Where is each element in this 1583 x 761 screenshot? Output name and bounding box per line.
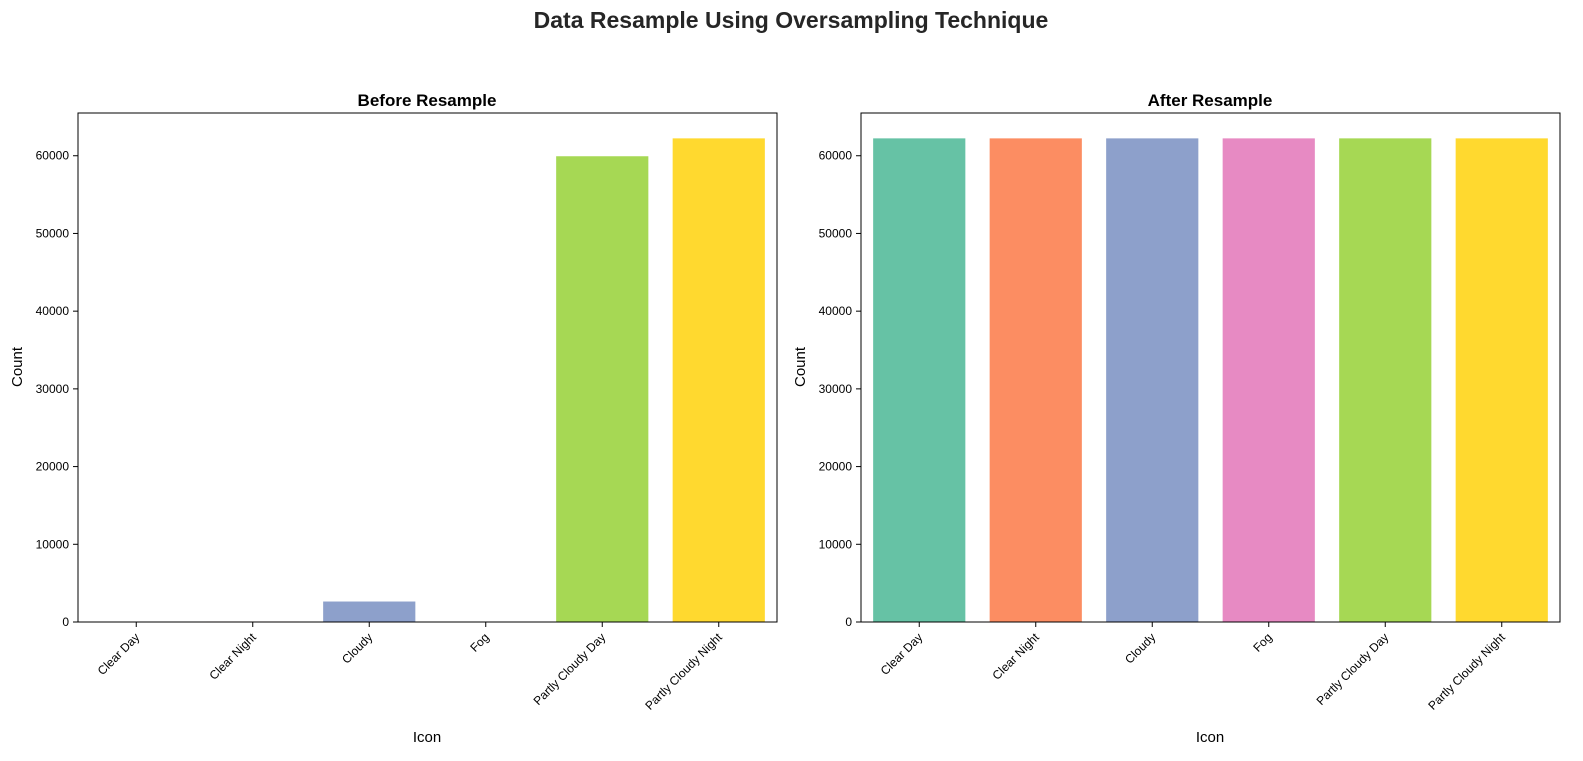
bar-group — [872, 137, 1549, 623]
y-tick-label: 50000 — [819, 226, 853, 240]
x-tick-label: Clear Night — [990, 630, 1043, 683]
x-tick-label: Partly Cloudy Day — [531, 630, 609, 708]
y-axis-label: Count — [9, 346, 26, 387]
y-tick-label: 50000 — [36, 226, 70, 240]
y-tick-label: 20000 — [36, 460, 70, 474]
y-ticks: 0 10000 20000 30000 40000 50000 60000 — [36, 149, 78, 629]
y-tick-label: 40000 — [819, 304, 853, 318]
panel-before-resample: Before Resample Icon Count 0 10000 20000 30… — [9, 91, 778, 746]
x-tick-label: Fog — [1250, 630, 1275, 655]
bar-cloudy — [1105, 137, 1200, 623]
bar-partly-cloudy-night — [671, 137, 766, 623]
x-tick-label: Cloudy — [1122, 630, 1158, 666]
x-tick-label: Partly Cloudy Night — [642, 630, 725, 713]
y-tick-label: 40000 — [36, 304, 70, 318]
bar-cloudy — [322, 600, 417, 623]
x-ticks: Clear Day Clear Night Cloudy Fog Partly Clou… — [878, 622, 1508, 713]
y-tick-label: 30000 — [819, 382, 853, 396]
x-tick-label: Clear Night — [207, 630, 260, 683]
y-tick-label: 0 — [845, 615, 852, 629]
panel-title: After Resample — [1148, 91, 1273, 110]
x-tick-label: Clear Day — [878, 630, 926, 678]
x-tick-label: Fog — [467, 630, 492, 655]
x-axis-label: Icon — [1196, 729, 1224, 746]
bar-clear-night — [988, 137, 1083, 623]
plot-frame — [77, 112, 778, 623]
x-tick-label: Cloudy — [339, 630, 375, 666]
y-axis-label: Count — [792, 346, 809, 387]
y-tick-label: 20000 — [819, 460, 853, 474]
x-ticks: Clear Day Clear Night Cloudy Fog Partly Clou… — [95, 622, 725, 713]
y-tick-label: 10000 — [819, 537, 853, 551]
bar-clear-day — [872, 137, 967, 623]
x-axis-label: Icon — [413, 729, 441, 746]
plot-frame — [860, 112, 1561, 623]
y-tick-label: 0 — [62, 615, 69, 629]
panel-after-resample: After Resample Icon Count 0 10000 20000 300… — [792, 91, 1561, 746]
y-tick-label: 60000 — [36, 149, 70, 163]
bar-partly-cloudy-day — [555, 155, 650, 623]
x-tick-label: Partly Cloudy Night — [1425, 630, 1508, 713]
bar-partly-cloudy-day — [1338, 137, 1433, 623]
y-tick-label: 10000 — [36, 537, 70, 551]
bar-group — [89, 137, 766, 623]
bar-partly-cloudy-night — [1454, 137, 1549, 623]
y-tick-label: 30000 — [36, 382, 70, 396]
bar-fog — [1221, 137, 1316, 623]
x-tick-label: Clear Day — [95, 630, 143, 678]
y-ticks: 0 10000 20000 30000 40000 50000 60000 — [819, 149, 861, 629]
y-tick-label: 60000 — [819, 149, 853, 163]
figure-title: Data Resample Using Oversampling Techniq… — [534, 7, 1049, 33]
x-tick-label: Partly Cloudy Day — [1314, 630, 1392, 708]
panel-title: Before Resample — [358, 91, 497, 110]
